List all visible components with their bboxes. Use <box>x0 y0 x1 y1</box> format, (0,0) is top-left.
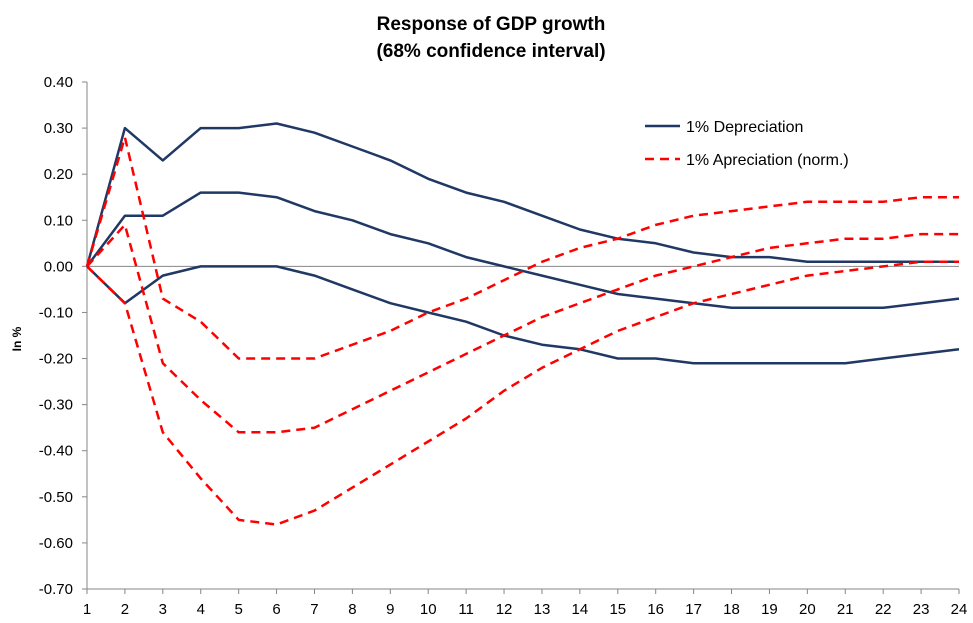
series-line-apreciation-mid <box>86 223 959 434</box>
x-tick-label: 5 <box>234 601 242 618</box>
x-tick-label: 22 <box>875 601 892 618</box>
y-axis-ticks: 0.40 0.30 0.20 0.10 0.00 -0.10 -0.20 -0.30 -0.40… <box>39 74 87 598</box>
chart-title: Response of GDP growth <box>377 14 606 35</box>
y-tick-label: -0.20 <box>39 351 73 368</box>
x-tick-label: 12 <box>496 601 513 618</box>
series-line-depreciation-mid <box>85 191 960 310</box>
x-tick-label: 6 <box>272 601 280 618</box>
legend-label-apreciation: 1% Apreciation (norm.) <box>686 152 849 169</box>
x-tick-label: 8 <box>348 601 356 618</box>
x-tick-label: 2 <box>121 601 129 618</box>
x-tick-label: 17 <box>685 601 702 618</box>
y-tick-label: -0.10 <box>39 304 73 321</box>
legend: 1% Depreciation 1% Apreciation (norm.) <box>645 119 849 169</box>
x-tick-label: 10 <box>420 601 437 618</box>
y-tick-label: -0.60 <box>39 535 73 552</box>
series-line-apreciation-upper <box>85 136 959 360</box>
y-tick-label: 0.40 <box>44 74 73 91</box>
x-tick-label: 15 <box>609 601 626 618</box>
x-tick-label: 3 <box>159 601 167 618</box>
y-tick-label: 0.10 <box>44 212 73 229</box>
x-tick-label: 20 <box>799 601 816 618</box>
x-axis-ticks: 1 2 3 4 5 6 7 8 9 10 11 12 13 14 15 16 17 18 19 20 21 22 23 24 <box>83 589 968 618</box>
y-tick-label: -0.70 <box>39 581 73 598</box>
x-tick-label: 16 <box>647 601 664 618</box>
x-tick-label: 4 <box>197 601 205 618</box>
y-tick-label: -0.40 <box>39 443 73 460</box>
x-tick-label: 21 <box>837 601 854 618</box>
x-tick-label: 1 <box>83 601 91 618</box>
x-tick-label: 11 <box>458 601 474 618</box>
x-tick-label: 14 <box>572 601 589 618</box>
y-tick-label: 0.20 <box>44 166 73 183</box>
x-tick-label: 7 <box>310 601 318 618</box>
y-tick-label: 0.00 <box>44 258 73 275</box>
legend-label-depreciation: 1% Depreciation <box>686 119 803 136</box>
x-tick-label: 18 <box>723 601 740 618</box>
series-line-apreciation-lower <box>86 260 959 526</box>
x-tick-label: 19 <box>761 601 778 618</box>
series-layer <box>85 122 960 526</box>
y-axis-label: In % <box>10 326 24 351</box>
series-line-depreciation-lower <box>86 265 960 365</box>
y-tick-label: 0.30 <box>44 120 73 137</box>
y-tick-label: -0.50 <box>39 489 73 506</box>
x-tick-label: 9 <box>386 601 394 618</box>
y-tick-label: -0.30 <box>39 397 73 414</box>
chart-subtitle: (68% confidence interval) <box>376 41 605 62</box>
x-tick-label: 23 <box>913 601 930 618</box>
x-tick-label: 24 <box>951 601 968 618</box>
x-tick-label: 13 <box>534 601 551 618</box>
series-line-depreciation-upper <box>85 122 959 267</box>
